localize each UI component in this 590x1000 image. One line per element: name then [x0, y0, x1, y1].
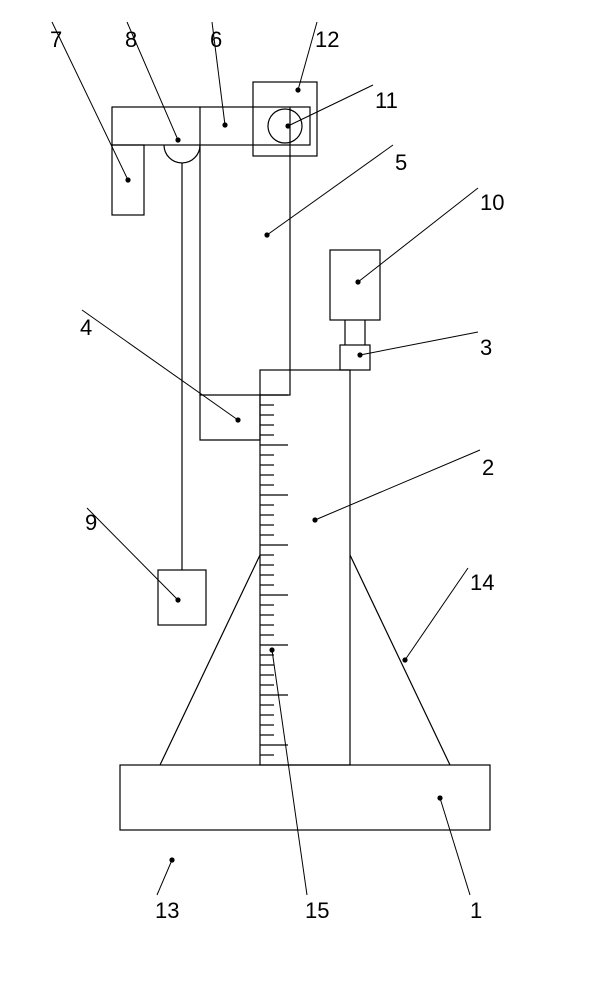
- callout-label-13: 13: [155, 898, 179, 923]
- callout-leader: [288, 85, 373, 126]
- callout-group: 123456789101112131415: [50, 22, 504, 923]
- motor-box: [330, 250, 380, 320]
- callout-label-10: 10: [480, 190, 504, 215]
- callout-leader: [358, 188, 478, 282]
- pivot-icon: [164, 145, 200, 163]
- callout-leader: [405, 568, 468, 660]
- outer-column: [260, 370, 350, 765]
- collar-block: [200, 395, 260, 440]
- callout-leader: [82, 310, 238, 420]
- callout-label-5: 5: [395, 150, 407, 175]
- callout-label-12: 12: [315, 27, 339, 52]
- inner-column: [200, 107, 290, 395]
- callout-label-3: 3: [480, 335, 492, 360]
- support-strut-left: [160, 555, 260, 765]
- base-block: [120, 765, 490, 830]
- callout-leader: [315, 450, 480, 520]
- callout-label-1: 1: [470, 898, 482, 923]
- callout-label-15: 15: [305, 898, 329, 923]
- callout-leader: [87, 508, 178, 600]
- callout-leader: [272, 650, 307, 895]
- callout-label-8: 8: [125, 27, 137, 52]
- plumb-weight: [158, 570, 206, 625]
- connector-plug: [340, 345, 370, 370]
- pulley-icon: [268, 109, 302, 143]
- callout-label-6: 6: [210, 27, 222, 52]
- callout-leader: [440, 798, 470, 895]
- support-strut-right: [350, 555, 450, 765]
- callout-label-9: 9: [85, 510, 97, 535]
- callout-leader: [157, 860, 172, 895]
- callout-dot: [125, 177, 130, 182]
- top-arm: [112, 107, 310, 145]
- callout-leader: [267, 145, 393, 235]
- callout-leader: [52, 22, 128, 180]
- callout-label-4: 4: [80, 315, 92, 340]
- callout-label-11: 11: [375, 88, 398, 113]
- callout-label-2: 2: [482, 455, 494, 480]
- callout-label-14: 14: [470, 570, 494, 595]
- schematic-diagram: 123456789101112131415: [0, 0, 590, 1000]
- callout-label-7: 7: [50, 27, 62, 52]
- callout-leader: [360, 332, 478, 355]
- ruler-scale: [260, 395, 288, 755]
